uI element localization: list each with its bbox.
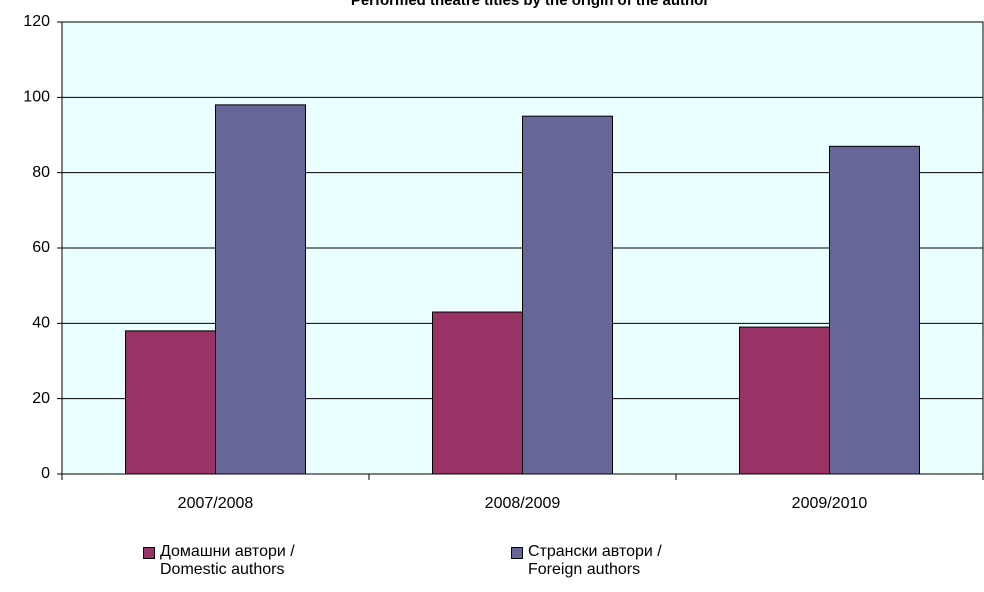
y-tick-label: 80	[32, 164, 50, 181]
bar	[215, 104, 306, 475]
y-tick-label: 100	[23, 89, 50, 106]
y-tick-label: 120	[23, 13, 50, 30]
chart-title: Performed theatre titles by the origin o…	[351, 0, 710, 9]
bar	[739, 326, 830, 475]
x-tick-label: 2008/2009	[485, 495, 561, 512]
legend-item: Домашни автори / Domestic authors	[143, 543, 300, 579]
legend-label: Домашни автори / Domestic authors	[160, 543, 295, 578]
y-tick-label: 20	[32, 390, 50, 407]
legend-item: Странски автори / Foreign authors	[511, 543, 668, 579]
y-tick-label: 40	[32, 315, 50, 332]
legend-swatch	[143, 547, 155, 559]
y-tick-label: 60	[32, 239, 50, 256]
y-tick-label: 0	[41, 465, 50, 482]
bar	[829, 145, 920, 475]
bar	[125, 330, 216, 475]
x-tick-label: 2009/2010	[792, 495, 868, 512]
legend-swatch	[511, 547, 523, 559]
legend-label: Странски автори / Foreign authors	[528, 543, 662, 578]
bar	[522, 115, 613, 475]
x-tick-label: 2007/2008	[178, 495, 254, 512]
bar	[432, 311, 523, 475]
